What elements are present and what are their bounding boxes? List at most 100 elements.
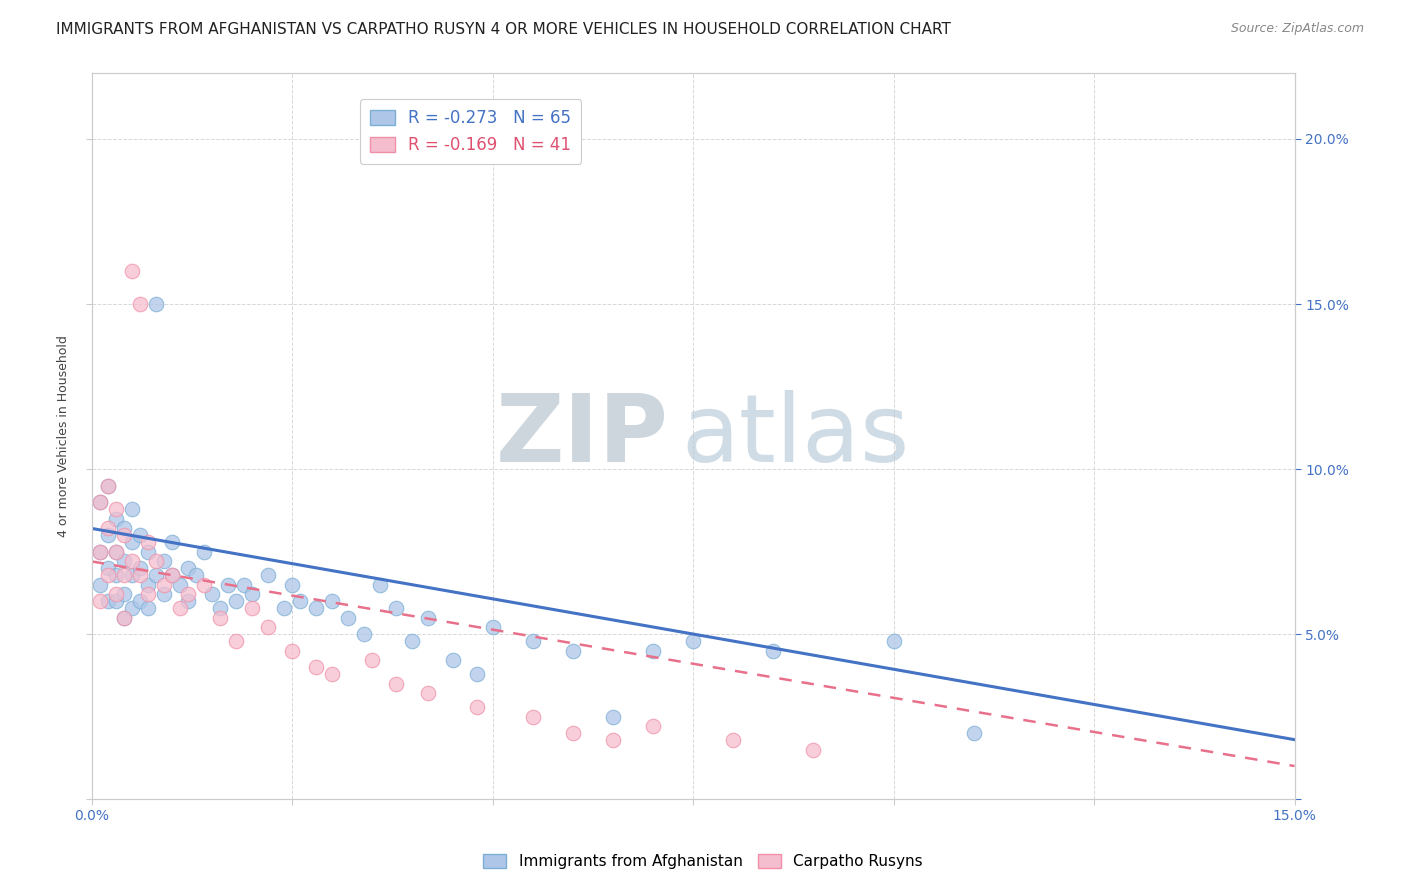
Point <box>208 610 231 624</box>
Point <box>136 534 159 549</box>
Point <box>465 666 488 681</box>
Point <box>121 501 143 516</box>
Point <box>257 567 280 582</box>
Point <box>104 587 127 601</box>
Point <box>240 587 263 601</box>
Point <box>136 587 159 601</box>
Point <box>104 594 127 608</box>
Point <box>145 297 167 311</box>
Point <box>169 577 191 591</box>
Point <box>97 594 120 608</box>
Point <box>89 544 111 558</box>
Point <box>281 643 304 657</box>
Point <box>160 534 183 549</box>
Point <box>97 567 120 582</box>
Text: Source: ZipAtlas.com: Source: ZipAtlas.com <box>1230 22 1364 36</box>
Point <box>602 732 624 747</box>
Point <box>97 478 120 492</box>
Point <box>193 577 215 591</box>
Point <box>97 561 120 575</box>
Point <box>89 594 111 608</box>
Point <box>160 567 183 582</box>
Point <box>273 600 295 615</box>
Point <box>177 587 200 601</box>
Point <box>121 600 143 615</box>
Point <box>89 495 111 509</box>
Point <box>321 594 343 608</box>
Point <box>240 600 263 615</box>
Point <box>169 600 191 615</box>
Point <box>145 554 167 568</box>
Point <box>153 554 176 568</box>
Point <box>803 742 825 756</box>
Point <box>128 594 150 608</box>
Point <box>153 577 176 591</box>
Point <box>762 643 785 657</box>
Point <box>128 561 150 575</box>
Point <box>112 587 135 601</box>
Point <box>305 660 328 674</box>
Point <box>883 633 905 648</box>
Point <box>337 610 360 624</box>
Point <box>145 567 167 582</box>
Point <box>121 554 143 568</box>
Point <box>136 577 159 591</box>
Point <box>353 627 375 641</box>
Point <box>385 676 408 690</box>
Point <box>602 709 624 723</box>
Point <box>370 577 392 591</box>
Point <box>963 726 986 740</box>
Point <box>89 495 111 509</box>
Point <box>361 653 384 667</box>
Point <box>418 686 440 700</box>
Point <box>193 544 215 558</box>
Point <box>401 633 423 648</box>
Point <box>257 620 280 634</box>
Point <box>112 610 135 624</box>
Point <box>104 544 127 558</box>
Point <box>128 528 150 542</box>
Point <box>128 297 150 311</box>
Point <box>112 567 135 582</box>
Point <box>321 666 343 681</box>
Point <box>112 554 135 568</box>
Point <box>136 544 159 558</box>
Point <box>225 633 247 648</box>
Point <box>522 709 544 723</box>
Point <box>561 643 583 657</box>
Point <box>481 620 503 634</box>
Point <box>97 521 120 535</box>
Point <box>208 600 231 615</box>
Text: ZIP: ZIP <box>496 390 669 482</box>
Point <box>290 594 312 608</box>
Point <box>89 544 111 558</box>
Point <box>441 653 464 667</box>
Point <box>217 577 239 591</box>
Text: atlas: atlas <box>681 390 910 482</box>
Point <box>201 587 224 601</box>
Point <box>184 567 207 582</box>
Point <box>641 719 664 733</box>
Legend: Immigrants from Afghanistan, Carpatho Rusyns: Immigrants from Afghanistan, Carpatho Ru… <box>478 848 928 875</box>
Point <box>153 587 176 601</box>
Y-axis label: 4 or more Vehicles in Household: 4 or more Vehicles in Household <box>58 335 70 537</box>
Point <box>160 567 183 582</box>
Text: IMMIGRANTS FROM AFGHANISTAN VS CARPATHO RUSYN 4 OR MORE VEHICLES IN HOUSEHOLD CO: IMMIGRANTS FROM AFGHANISTAN VS CARPATHO … <box>56 22 950 37</box>
Point <box>112 528 135 542</box>
Point <box>682 633 704 648</box>
Point <box>465 699 488 714</box>
Point <box>128 567 150 582</box>
Point <box>305 600 328 615</box>
Point <box>233 577 256 591</box>
Point <box>225 594 247 608</box>
Point <box>385 600 408 615</box>
Point <box>97 478 120 492</box>
Point <box>97 528 120 542</box>
Point <box>136 600 159 615</box>
Point <box>104 544 127 558</box>
Point <box>104 501 127 516</box>
Point <box>89 577 111 591</box>
Point <box>104 511 127 525</box>
Point <box>112 610 135 624</box>
Point <box>112 521 135 535</box>
